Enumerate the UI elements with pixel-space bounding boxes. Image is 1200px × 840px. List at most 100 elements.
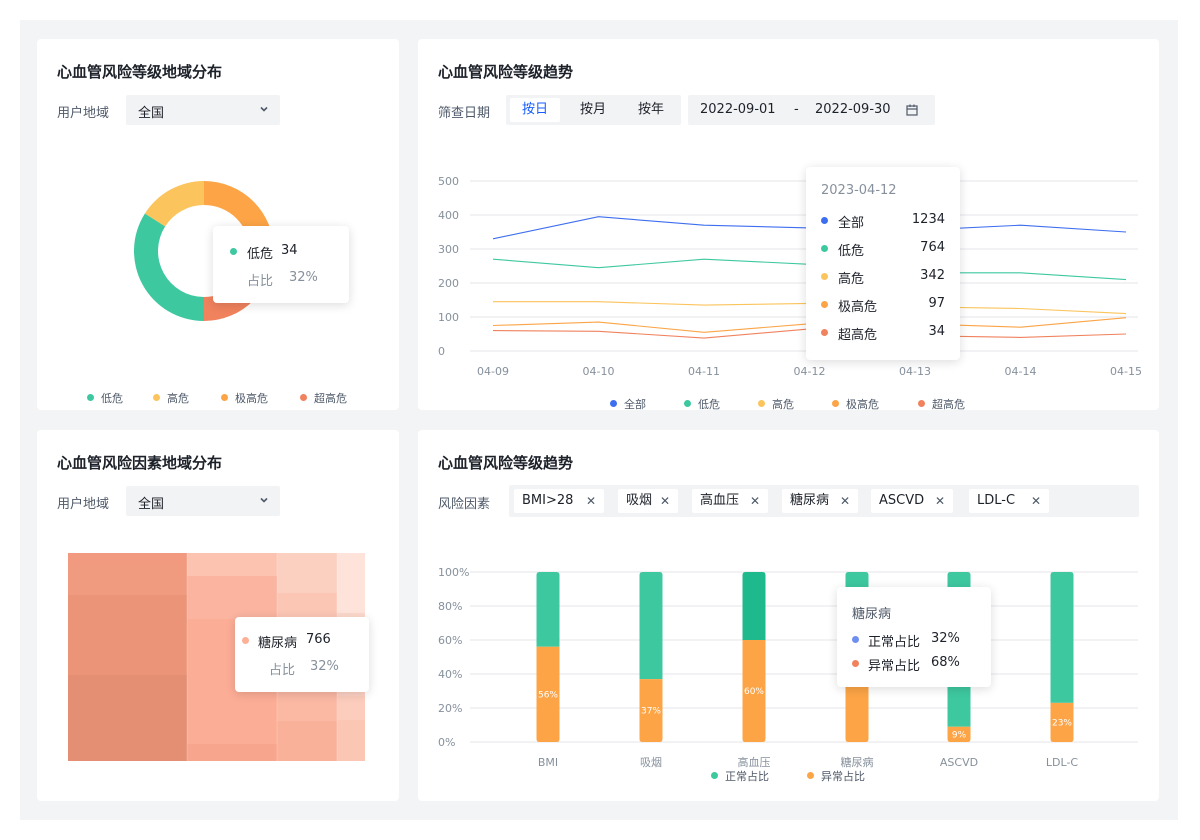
close-icon[interactable]: ✕: [749, 494, 760, 508]
y-tick-label: 300: [438, 243, 459, 256]
bar-abnormal[interactable]: [639, 679, 663, 742]
y-tick-label: 400: [438, 209, 459, 222]
donut-chart: [134, 181, 274, 321]
tooltip-name: 低危: [247, 247, 274, 262]
line-chart: 0 100 200 300 400 500 04-09 04-10 04-11 04-12 04-1…: [438, 175, 1142, 378]
region-select[interactable]: 全国: [126, 486, 280, 516]
tooltip-series-name: 极高危: [838, 300, 878, 315]
treemap-chart: [68, 553, 365, 761]
tooltip-dot: [852, 660, 859, 667]
factor-tag[interactable]: 糖尿病 ✕: [782, 489, 858, 513]
close-icon[interactable]: ✕: [1030, 494, 1041, 508]
tooltip-dot: [821, 301, 828, 308]
granularity-switch: 按日 按月 按年: [506, 95, 681, 125]
factor-tag[interactable]: BMI>28 ✕: [514, 489, 604, 513]
tooltip-dot: [821, 217, 828, 224]
factor-tag[interactable]: 高血压 ✕: [692, 489, 768, 513]
x-tick-label: 04-13: [899, 365, 931, 378]
factor-tag[interactable]: LDL-C ✕: [969, 489, 1049, 513]
treemap-cell: [337, 553, 365, 613]
bar-tooltip: 糖尿病 正常占比 32% 异常占比 68%: [837, 587, 991, 687]
treemap-cell: [68, 675, 187, 761]
close-icon[interactable]: ✕: [934, 494, 945, 508]
tooltip-value: 34: [281, 243, 298, 258]
treemap-cell: [68, 595, 187, 675]
donut-slice-1[interactable]: [134, 213, 204, 321]
x-tick-label: 04-12: [794, 365, 826, 378]
bar-abnormal[interactable]: [947, 726, 971, 742]
treemap-cell: [187, 744, 277, 761]
dashboard: 心血管风险等级地域分布 用户地域 全国 低危 34 占比 32% 低危 高危 极高危…: [20, 20, 1178, 820]
legend-dot: [807, 772, 814, 779]
legend-dot: [758, 400, 765, 407]
bar-abnormal[interactable]: [536, 646, 560, 742]
tooltip-name: 糖尿病: [258, 636, 298, 651]
line-legend: 全部 低危 高危 极高危 超高危: [610, 396, 1010, 412]
legend-dot: [153, 394, 160, 401]
x-tick-label: 吸烟: [640, 755, 662, 769]
tooltip-ratio-label: 占比: [269, 663, 296, 678]
filter-label: 用户地域: [57, 106, 110, 121]
donut-legend: 低危 高危 极高危 超高危: [87, 390, 387, 406]
tooltip-title: 糖尿病: [852, 607, 892, 622]
factor-tag[interactable]: ASCVD ✕: [871, 489, 953, 513]
y-tick-label: 0: [438, 345, 445, 358]
treemap-cell: [68, 553, 187, 565]
treemap-cell: [277, 553, 337, 593]
card-title: 心血管风险等级趋势: [438, 454, 574, 472]
close-icon[interactable]: ✕: [659, 494, 670, 508]
legend-label: 高危: [167, 392, 189, 405]
bar-abnormal[interactable]: [1050, 702, 1074, 742]
card-region-donut: 心血管风险等级地域分布 用户地域 全国 低危 34 占比 32% 低危 高危 极高危…: [37, 39, 399, 410]
tooltip-series-name: 异常占比: [868, 659, 921, 674]
tooltip-series-value: 764: [920, 240, 945, 255]
y-tick-label: 100%: [438, 566, 469, 579]
tooltip-dot: [230, 248, 237, 255]
bar-data-label: 60%: [744, 687, 764, 697]
close-icon[interactable]: ✕: [585, 494, 596, 508]
bar-normal[interactable]: [742, 572, 766, 640]
x-tick-label: 糖尿病: [841, 755, 874, 769]
card-trend-line: 心血管风险等级趋势 筛查日期 按日 按月 按年 2022-09-01 - 202…: [418, 39, 1159, 412]
treemap-cell: [277, 721, 337, 761]
granularity-year[interactable]: 按年: [637, 102, 664, 117]
treemap-cell: [277, 691, 337, 721]
tooltip-series-value: 1234: [911, 212, 945, 227]
x-tick-label: 04-11: [688, 365, 720, 378]
bar-normal[interactable]: [536, 572, 560, 647]
y-tick-label: 20%: [438, 702, 462, 715]
treemap-cell: [187, 576, 277, 619]
factor-tag-label: 糖尿病: [790, 493, 830, 508]
bar-data-label: 56%: [538, 690, 558, 700]
granularity-day[interactable]: 按日: [510, 98, 560, 122]
y-tick-label: 100: [438, 311, 459, 324]
date-end: 2022-09-30: [815, 102, 891, 117]
line-tooltip: 2023-04-12 全部 1234 低危 764 高危 342 极高危 97 超高危 34: [806, 167, 960, 360]
factor-tag-label: 高血压: [700, 493, 740, 508]
legend-dot: [711, 772, 718, 779]
factor-tag[interactable]: 吸烟 ✕: [618, 489, 678, 513]
x-tick-label: 04-14: [1005, 365, 1037, 378]
donut-slice-2[interactable]: [144, 181, 204, 227]
bar-normal[interactable]: [639, 572, 663, 680]
filter-label: 筛查日期: [438, 106, 491, 121]
treemap-cell: [187, 553, 277, 576]
bar-normal[interactable]: [1050, 572, 1074, 703]
legend-label: 超高危: [314, 392, 347, 405]
filter-label: 风险因素: [438, 497, 491, 512]
tooltip-ratio: 32%: [310, 659, 339, 674]
factor-tag-label: BMI>28: [522, 493, 574, 508]
card-title: 心血管风险等级地域分布: [57, 63, 223, 81]
bar-abnormal[interactable]: [742, 640, 766, 742]
granularity-month[interactable]: 按月: [579, 102, 606, 117]
close-icon[interactable]: ✕: [839, 494, 850, 508]
region-select[interactable]: 全国: [126, 95, 280, 125]
date-range-picker[interactable]: 2022-09-01 - 2022-09-30: [688, 95, 935, 125]
region-select-value: 全国: [138, 497, 165, 512]
bar-data-label: 23%: [1052, 718, 1072, 728]
legend-label: 异常占比: [821, 770, 865, 783]
tooltip-series-value: 32%: [931, 631, 960, 646]
tooltip-series-value: 342: [920, 268, 945, 283]
tooltip-series-name: 全部: [838, 216, 865, 231]
legend-dot: [684, 400, 691, 407]
